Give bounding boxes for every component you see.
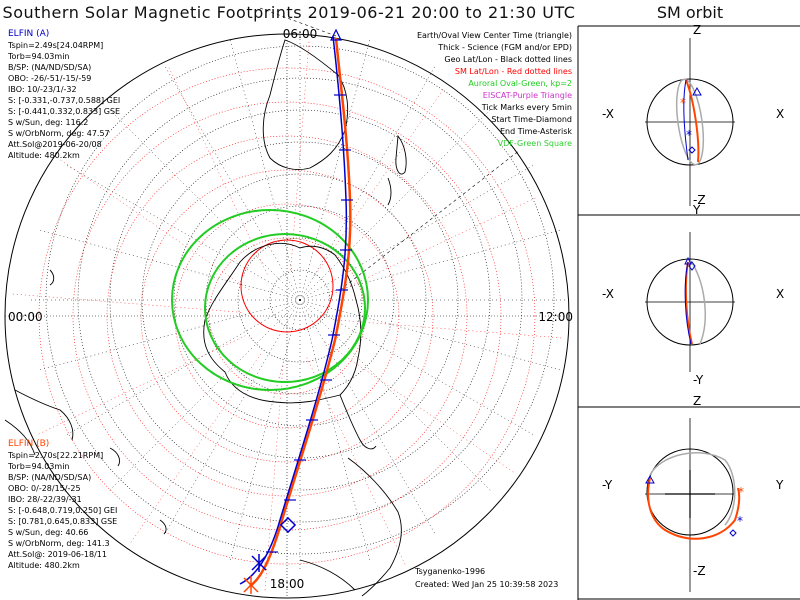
elfin-b-info-line: Torb=94.03min xyxy=(8,462,70,471)
elfin-a-info-line: Att.Sol@2019-06-20/08 xyxy=(8,140,102,149)
orbit-panel-xz: * * xyxy=(645,38,735,206)
elfin-b-info: ELFIN (B) Tspin=2.70s[22.21RPM] Torb=94.0… xyxy=(8,440,117,573)
view-center-lines xyxy=(259,7,521,291)
orbit-axis-bottom: -Z xyxy=(693,193,706,207)
page-title: Southern Solar Magnetic Footprints 2019-… xyxy=(2,3,576,22)
elfin-a-info-line: B/SP: (NA/ND/SD/SA) xyxy=(8,63,92,72)
orbit-axis-bottom: -Y xyxy=(693,373,704,387)
lon-grid xyxy=(9,30,570,594)
elfin-b-info-line: Att.Sol@: 2019-06-18/11 xyxy=(8,550,107,559)
legend: Earth/Oval View Center Time (triangle) Th… xyxy=(417,32,572,152)
svg-text:*: * xyxy=(680,96,686,110)
elfin-b-info-line: B/SP: (NA/ND/SD/SA) xyxy=(8,473,92,482)
created-label: Created: Wed Jan 25 10:39:58 2023 xyxy=(415,580,559,589)
elfin-b-name: ELFIN (B) xyxy=(8,439,50,449)
svg-text:*: * xyxy=(737,514,743,528)
orbit-axis-right: X xyxy=(776,107,785,121)
legend-item: Tick Marks every 5min xyxy=(481,103,572,112)
elfin-a-name: ELFIN (A) xyxy=(8,29,50,39)
legend-item: Start Time-Diamond xyxy=(491,115,572,124)
map-label-right: 12:00 xyxy=(538,310,573,324)
orbit-panel-yz: * * xyxy=(645,418,744,592)
elfin-a-info-line: S w/Sun, deg: 116.2 xyxy=(8,118,89,127)
legend-item: Auroral Oval-Green, kp=2 xyxy=(468,79,572,88)
legend-item: VDF-Green Square xyxy=(497,139,572,148)
orbit-axis-top: Z xyxy=(693,394,702,408)
sm-pole-circle xyxy=(240,239,334,333)
track-ticks xyxy=(266,94,353,553)
orbit-title: SM orbit xyxy=(656,3,724,22)
map-label-left: 00:00 xyxy=(8,310,43,324)
elfin-a-info-line: Altitude: 480.2km xyxy=(8,151,80,160)
view-center-triangle xyxy=(330,28,342,41)
end-asterisk-a xyxy=(251,554,267,572)
orbit-axis-left: -Y xyxy=(602,478,613,492)
elfin-b-info-line: Altitude: 480.2km xyxy=(8,561,80,570)
elfin-b-info-line: S w/Sun, deg: 40.66 xyxy=(8,528,89,537)
map-label-bottom: 18:00 xyxy=(269,577,305,591)
elfin-a-info-line: Torb=94.03min xyxy=(8,52,70,61)
end-asterisk-b xyxy=(243,576,259,594)
elfin-a-track xyxy=(239,35,348,585)
orbit-axis-top: Y xyxy=(693,203,701,217)
elfin-a-info-line: IBO: 10/-23/1/-32 xyxy=(8,85,77,94)
legend-item: Geo Lat/Lon - Black dotted lines xyxy=(444,55,572,64)
orbit-axis-right: X xyxy=(776,287,785,301)
elfin-a-info-line: Tspin=2.49s[24.04RPM] xyxy=(8,41,104,50)
auroral-oval xyxy=(171,209,369,391)
legend-item: EISCAT-Purple Triangle xyxy=(482,91,572,100)
legend-item: SM Lat/Lon - Red dotted lines xyxy=(454,67,572,76)
elfin-b-track xyxy=(249,37,352,588)
elfin-b-info-line: S: [-0.648,0.719,0.250] GEI xyxy=(8,506,118,515)
geo-lat-grid xyxy=(45,45,555,555)
elfin-b-info-line: Tspin=2.70s[22.21RPM] xyxy=(8,451,104,460)
elfin-b-info-line: S w/OrbNorm, deg: 141.3 xyxy=(8,539,110,548)
elfin-a-info-line: OBO: -26/-51/-15/-59 xyxy=(8,74,92,83)
legend-item: End Time-Asterisk xyxy=(499,127,572,136)
model-label: Tsyganenko-1996 xyxy=(415,567,486,576)
coastlines xyxy=(4,39,407,597)
elfin-b-info-line: IBO: 28/-22/39/-31 xyxy=(8,495,82,504)
elfin-a-info-line: S: [-0.441,0.332,0.833] GSE xyxy=(8,107,121,116)
polar-map xyxy=(4,7,570,599)
orbit-panel-xy xyxy=(645,232,735,372)
elfin-b-info-line: OBO: 0/-28/15/-25 xyxy=(8,484,81,493)
elfin-a-info-line: S: [-0.331,-0.737,0.588] GEI xyxy=(8,96,121,105)
legend-item: Earth/Oval View Center Time (triangle) xyxy=(416,31,572,40)
start-diamond xyxy=(279,516,297,534)
elfin-a-info: ELFIN (A) Tspin=2.49s[24.04RPM] Torb=94.0… xyxy=(8,30,120,163)
elfin-a-info-line: S w/OrbNorm, deg: 47.57 xyxy=(8,129,110,138)
svg-text:*: * xyxy=(686,128,692,142)
orbit-axis-right: Y xyxy=(776,478,784,492)
orbit-axis-bottom: -Z xyxy=(693,564,706,578)
orbit-axis-top: Z xyxy=(693,23,702,37)
svg-text:*: * xyxy=(738,485,744,499)
elfin-b-info-line: S: [0.781,0.645,0.833] GSE xyxy=(8,517,118,526)
orbit-axis-left: -X xyxy=(602,107,614,121)
legend-item: Thick - Science (FGM and/or EPD) xyxy=(438,43,572,52)
orbit-axis-left: -X xyxy=(602,287,614,301)
map-label-top: 06:00 xyxy=(282,27,318,41)
